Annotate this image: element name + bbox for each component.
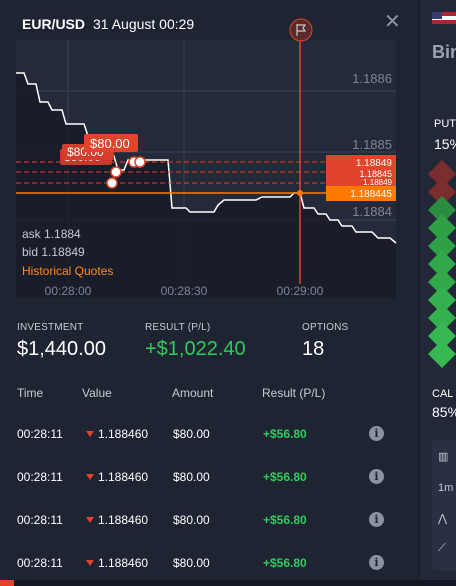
bid-price: bid 1.18849 bbox=[22, 245, 85, 259]
down-arrow-icon bbox=[86, 560, 94, 566]
trade-marker[interactable] bbox=[110, 166, 122, 178]
timeframe-label[interactable]: 1m bbox=[438, 482, 454, 494]
table-row: 00:28:11 1.188460 $80.00 +$56.80 i bbox=[0, 426, 418, 470]
column-header-time: Time bbox=[17, 386, 44, 400]
current-price-label: 1.188445 bbox=[350, 189, 392, 200]
put-label: PUT bbox=[434, 118, 456, 130]
asset-pair: EUR/USD bbox=[22, 16, 86, 32]
info-icon[interactable]: i bbox=[369, 469, 384, 484]
options-value: 18 bbox=[302, 338, 325, 360]
side-trading-panel: Bin PUT 15% CAL 85% ▥ 1m ⋀ ⟋ bbox=[420, 0, 456, 586]
price-label: 1.18849 bbox=[356, 158, 393, 169]
row-value-text: 1.188460 bbox=[98, 470, 149, 484]
down-arrow-icon bbox=[86, 431, 94, 437]
drawing-icon[interactable]: ⟋ bbox=[438, 542, 446, 554]
call-label: CAL bbox=[432, 388, 454, 400]
trade-details-panel: EUR/USD 31 August 00:29 ✕ 1.1886 1.1885 1… bbox=[0, 11, 418, 586]
info-icon[interactable]: i bbox=[369, 555, 384, 570]
row-result: +$56.80 bbox=[263, 556, 307, 570]
trade-tag[interactable] bbox=[84, 134, 138, 152]
column-header-amount: Amount bbox=[172, 386, 214, 400]
row-result: +$56.80 bbox=[263, 427, 307, 441]
column-header-result: Result (P/L) bbox=[262, 386, 326, 400]
trade-marker[interactable] bbox=[106, 177, 118, 189]
trade-datetime: 31 August 00:29 bbox=[93, 16, 195, 32]
chart-tools: ▥ 1m ⋀ ⟋ bbox=[432, 440, 456, 570]
us-flag-icon bbox=[432, 12, 456, 24]
down-arrow-icon bbox=[86, 474, 94, 480]
row-value-text: 1.188460 bbox=[98, 556, 149, 570]
price-chart: 1.1886 1.1885 1.1884 1.18849 1.18845 1.1… bbox=[16, 40, 397, 298]
x-tick-label: 00:29:00 bbox=[277, 284, 324, 298]
header: EUR/USD 31 August 00:29 bbox=[22, 16, 194, 32]
row-value-text: 1.188460 bbox=[98, 513, 149, 527]
row-result: +$56.80 bbox=[263, 470, 307, 484]
investment-value: $1,440.00 bbox=[17, 338, 106, 360]
row-value: 1.188460 bbox=[86, 556, 148, 570]
row-time: 00:28:11 bbox=[17, 427, 63, 441]
bottom-bar bbox=[0, 580, 456, 586]
candlestick-icon[interactable]: ▥ bbox=[438, 451, 449, 463]
column-header-value: Value bbox=[82, 386, 112, 400]
price-line bbox=[16, 72, 397, 244]
table-row: 00:28:11 1.188460 $80.00 +$56.80 i bbox=[0, 555, 418, 586]
y-tick-label: 1.1886 bbox=[352, 71, 392, 86]
ask-price: ask 1.1884 bbox=[22, 227, 81, 241]
price-label-group: 1.18849 1.18845 1.18849 1.188445 bbox=[326, 155, 396, 201]
table-row: 00:28:11 1.188460 $80.00 +$56.80 i bbox=[0, 469, 418, 513]
row-value: 1.188460 bbox=[86, 470, 148, 484]
options-label: OPTIONS bbox=[302, 322, 349, 333]
historical-quotes-link[interactable]: Historical Quotes bbox=[22, 264, 113, 278]
investment-label: INVESTMENT bbox=[17, 322, 84, 333]
put-percentage: 15% bbox=[434, 136, 456, 152]
row-amount: $80.00 bbox=[173, 427, 210, 441]
info-icon[interactable]: i bbox=[369, 512, 384, 527]
down-arrow-icon bbox=[86, 517, 94, 523]
sentiment-indicator bbox=[428, 160, 456, 368]
price-label: 1.18845 bbox=[359, 169, 392, 179]
x-tick-label: 00:28:30 bbox=[161, 284, 208, 298]
row-value: 1.188460 bbox=[86, 513, 148, 527]
current-price-label-bg bbox=[326, 186, 396, 201]
price-label-bg bbox=[326, 155, 396, 169]
row-amount: $80.00 bbox=[173, 470, 210, 484]
row-value-text: 1.188460 bbox=[98, 427, 149, 441]
price-label-bg bbox=[326, 169, 396, 178]
result-value: +$1,022.40 bbox=[145, 338, 246, 360]
info-icon[interactable]: i bbox=[369, 426, 384, 441]
row-time: 00:28:11 bbox=[17, 470, 63, 484]
row-value: 1.188460 bbox=[86, 427, 148, 441]
trade-marker[interactable] bbox=[134, 156, 146, 168]
price-label-bg bbox=[326, 178, 396, 186]
x-tick-label: 00:28:00 bbox=[45, 284, 92, 298]
call-percentage: 85% bbox=[432, 404, 456, 420]
table-row: 00:28:11 1.188460 $80.00 +$56.80 i bbox=[0, 512, 418, 556]
row-time: 00:28:11 bbox=[17, 556, 63, 570]
price-area bbox=[16, 73, 396, 298]
row-result: +$56.80 bbox=[263, 513, 307, 527]
indicator-icon[interactable]: ⋀ bbox=[438, 513, 448, 525]
result-label: RESULT (P/L) bbox=[145, 322, 211, 333]
close-icon[interactable]: ✕ bbox=[384, 11, 401, 33]
expiry-flag-icon bbox=[289, 18, 313, 42]
current-price-dot bbox=[297, 190, 303, 196]
trade-tag-label: $80.00 bbox=[90, 136, 130, 151]
y-tick-label: 1.1885 bbox=[352, 137, 392, 152]
row-time: 00:28:11 bbox=[17, 513, 63, 527]
price-label: 1.18849 bbox=[363, 178, 392, 187]
y-tick-label: 1.1884 bbox=[352, 204, 392, 219]
side-title: Bin bbox=[432, 42, 456, 62]
row-amount: $80.00 bbox=[173, 513, 210, 527]
row-amount: $80.00 bbox=[173, 556, 210, 570]
